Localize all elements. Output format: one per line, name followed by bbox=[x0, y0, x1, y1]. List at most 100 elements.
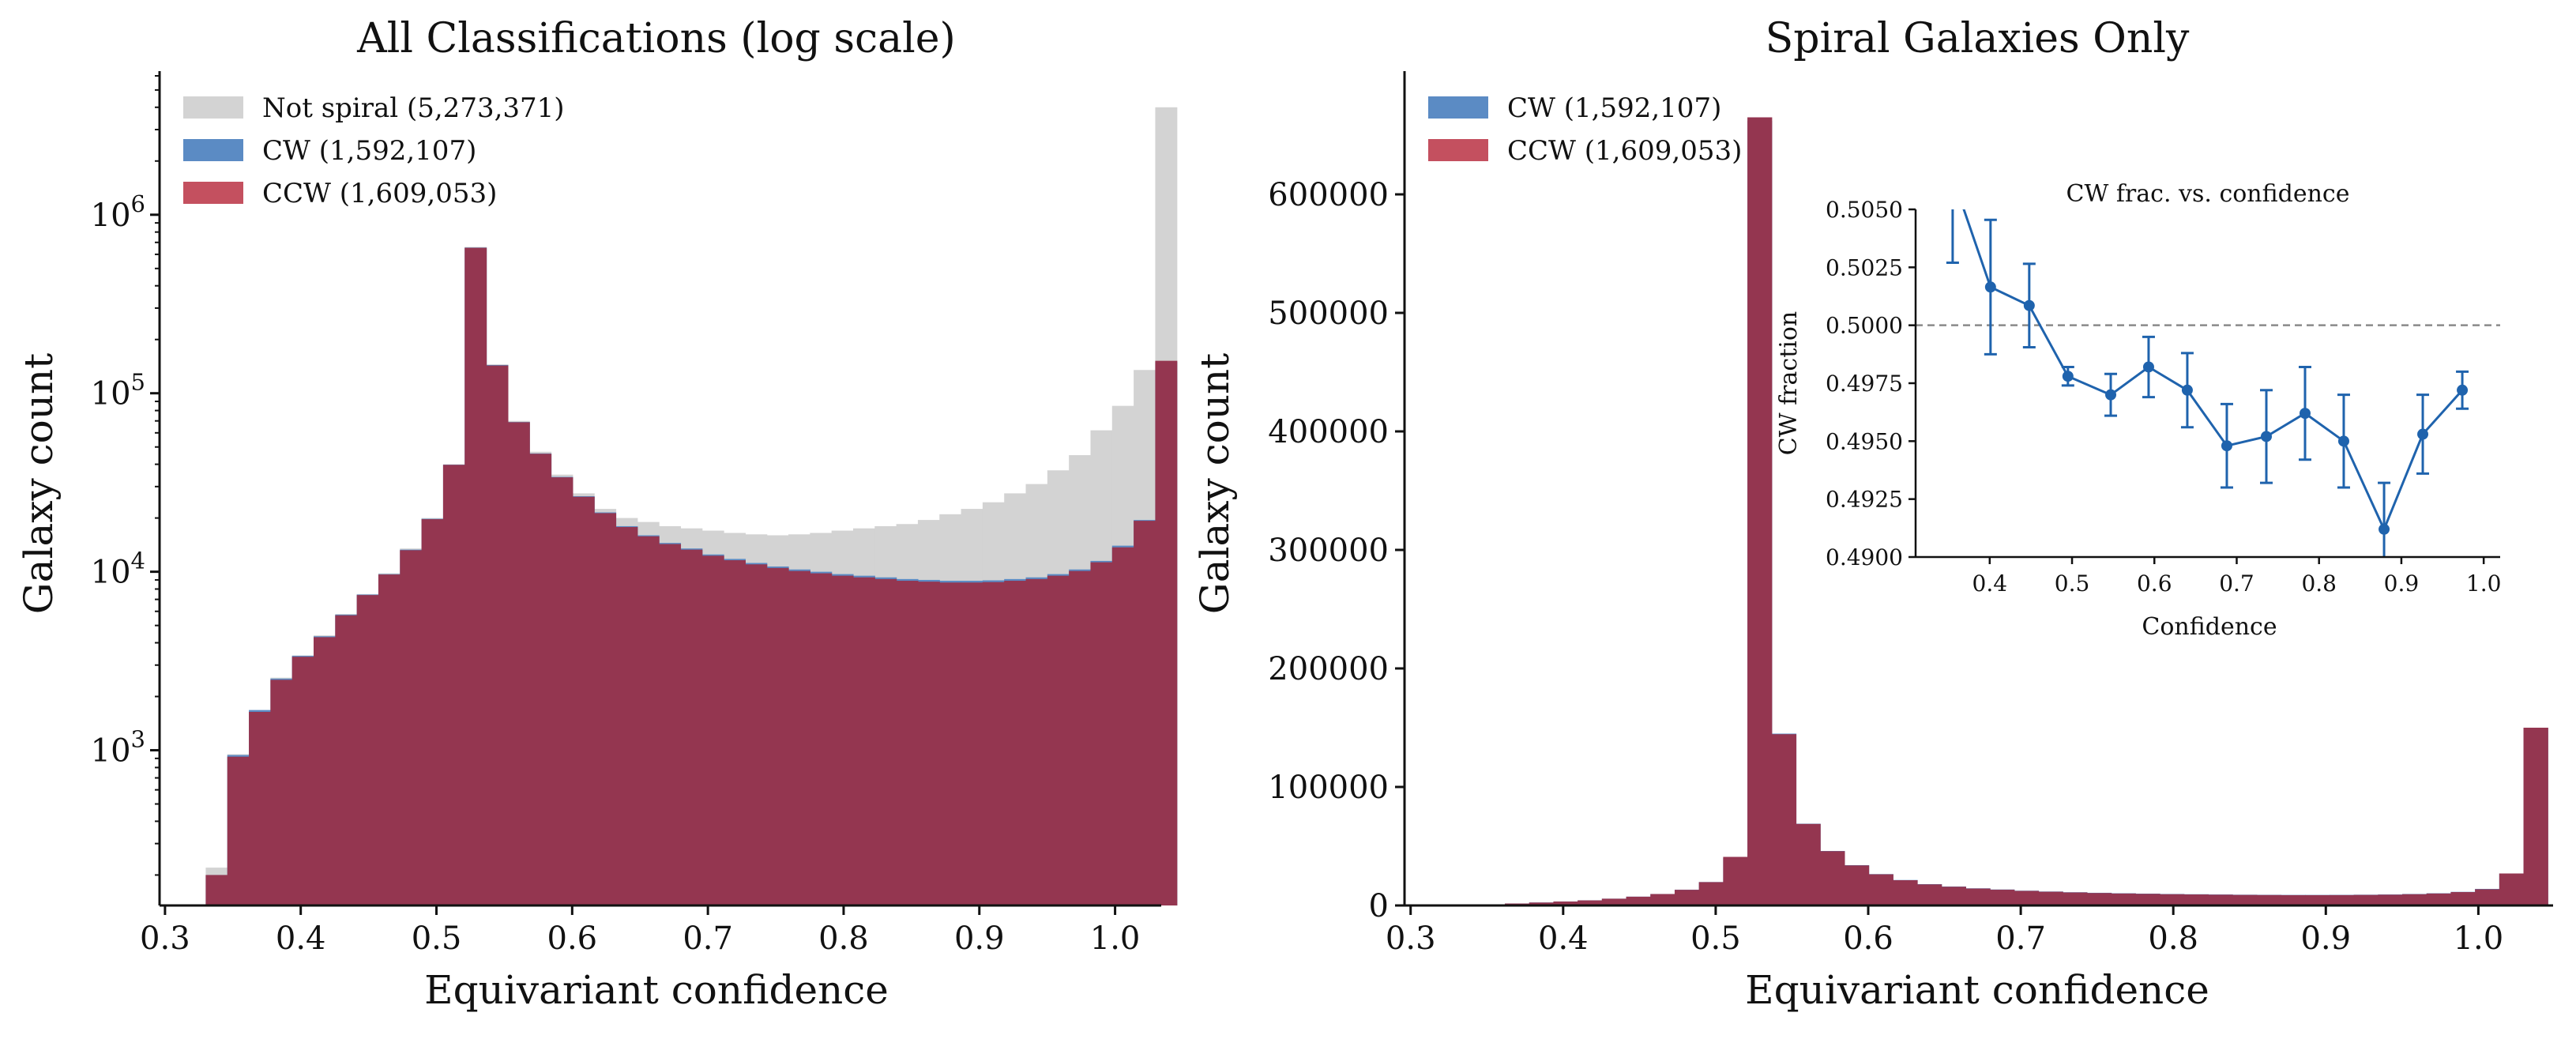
log-panel-xlabel: Equivariant confidence bbox=[424, 967, 889, 1013]
inset-x-tick-label: 0.5 bbox=[2055, 570, 2090, 597]
spiral-bar-ccw-30 bbox=[2184, 894, 2209, 905]
spiral-x-tick-label: 0.4 bbox=[1538, 920, 1589, 957]
spiral-bar-ccw-32 bbox=[2232, 895, 2257, 905]
spiral-panel-title: Spiral Galaxies Only bbox=[1766, 15, 2190, 62]
spiral-bar-ccw-7 bbox=[1626, 897, 1651, 905]
log-bar-ccw-22 bbox=[680, 550, 702, 905]
inset-x-tick-label: 0.6 bbox=[2137, 570, 2172, 597]
spiral-bar-ccw-41 bbox=[2450, 892, 2475, 905]
inset-y-tick-label: 0.4925 bbox=[1826, 487, 1903, 513]
spiral-bar-ccw-25 bbox=[2063, 893, 2087, 906]
log-x-tick-label: 0.4 bbox=[276, 920, 326, 957]
log-bar-ccw-13 bbox=[487, 366, 509, 905]
log-y-tick-label: 104 bbox=[91, 548, 145, 591]
spiral-bar-ccw-39 bbox=[2402, 894, 2427, 905]
inset-point bbox=[2457, 385, 2468, 396]
inset-y-tick-label: 0.4950 bbox=[1826, 428, 1903, 454]
inset-point bbox=[1985, 281, 1996, 292]
spiral-x-tick-label: 0.8 bbox=[2148, 920, 2198, 957]
log-bar-ccw-14 bbox=[508, 422, 530, 905]
spiral-x-tick-label: 0.7 bbox=[1995, 920, 2046, 957]
inset-point bbox=[2261, 431, 2272, 442]
spiral-y-tick-label: 200000 bbox=[1268, 651, 1389, 687]
log-bar-ccw-39 bbox=[1047, 576, 1070, 905]
inset-x-tick-label: 0.9 bbox=[2384, 570, 2420, 597]
spiral-bar-ccw-42 bbox=[2475, 889, 2499, 905]
log-bar-ccw-27 bbox=[788, 571, 810, 905]
log-bar-ccw-21 bbox=[659, 544, 681, 905]
log-bar-ccw-12 bbox=[464, 248, 487, 905]
spiral-bar-ccw-13 bbox=[1772, 734, 1796, 905]
spiral-panel-ylabel: Galaxy count bbox=[1192, 353, 1238, 615]
log-bar-ccw-25 bbox=[745, 564, 767, 905]
inset-point bbox=[2182, 385, 2193, 396]
spiral-bar-ccw-12 bbox=[1747, 118, 1772, 906]
log-x-tick-label: 0.5 bbox=[412, 920, 462, 957]
log-y-tick-label: 105 bbox=[91, 369, 145, 412]
inset-x-tick-label: 0.7 bbox=[2219, 570, 2254, 597]
log-bar-ccw-38 bbox=[1026, 579, 1048, 905]
spiral-y-tick-label: 100000 bbox=[1268, 770, 1389, 806]
log-bar-ccw-36 bbox=[983, 582, 1005, 905]
log-bar-ccw-42 bbox=[1112, 548, 1134, 905]
inset-y-tick-label: 0.5025 bbox=[1826, 254, 1903, 280]
spiral-x-tick-label: 0.5 bbox=[1690, 920, 1741, 957]
log-x-tick-label: 0.7 bbox=[683, 920, 733, 957]
inset-x-tick-label: 0.8 bbox=[2301, 570, 2337, 597]
spiral-bar-ccw-11 bbox=[1723, 857, 1747, 906]
inset-point bbox=[2300, 408, 2311, 419]
log-bar-ccw-32 bbox=[897, 581, 919, 905]
spiral-y-tick-label: 600000 bbox=[1268, 177, 1389, 213]
log-legend-label-not_spiral: Not spiral (5,273,371) bbox=[262, 92, 565, 124]
log-y-tick-label: 103 bbox=[91, 726, 145, 770]
spiral-x-tick-label: 0.9 bbox=[2300, 920, 2351, 957]
log-bar-ccw-31 bbox=[874, 579, 897, 905]
log-bar-ccw-26 bbox=[767, 568, 789, 905]
log-bar-ccw-24 bbox=[724, 560, 746, 905]
spiral-y-tick-label: 500000 bbox=[1268, 296, 1389, 332]
log-panel-title: All Classifications (log scale) bbox=[356, 15, 956, 62]
spiral-bar-ccw-36 bbox=[2330, 895, 2354, 905]
inset-point bbox=[2024, 300, 2035, 311]
log-bar-ccw-9 bbox=[400, 550, 422, 905]
log-bar-ccw-29 bbox=[832, 576, 854, 905]
inset-y-tick-label: 0.4975 bbox=[1826, 371, 1903, 397]
log-bar-ccw-15 bbox=[529, 454, 551, 905]
spiral-bar-ccw-15 bbox=[1820, 851, 1845, 905]
spiral-bar-ccw-24 bbox=[2039, 892, 2063, 905]
log-legend-label-ccw: CCW (1,609,053) bbox=[262, 178, 497, 209]
log-bar-ccw-11 bbox=[443, 465, 465, 905]
spiral-x-tick-label: 1.0 bbox=[2454, 920, 2504, 957]
log-panel-legend: Not spiral (5,273,371) CW (1,592,107) CCW … bbox=[183, 92, 565, 209]
spiral-bar-ccw-38 bbox=[2378, 894, 2402, 905]
log-bar-ccw-16 bbox=[551, 477, 573, 905]
log-y-tick-label: 106 bbox=[91, 190, 145, 234]
log-legend-label-cw: CW (1,592,107) bbox=[262, 135, 476, 167]
spiral-bar-ccw-34 bbox=[2281, 895, 2306, 905]
log-legend-swatch-not_spiral bbox=[183, 96, 243, 119]
log-bar-ccw-19 bbox=[615, 527, 637, 905]
spiral-bar-ccw-31 bbox=[2208, 894, 2232, 905]
log-bar-ccw-41 bbox=[1090, 563, 1112, 905]
spiral-bar-ccw-29 bbox=[2160, 894, 2184, 905]
log-x-tick-label: 1.0 bbox=[1090, 920, 1141, 957]
log-legend-swatch-cw bbox=[183, 139, 243, 161]
spiral-bar-ccw-21 bbox=[1965, 889, 1990, 905]
log-bar-ccw-0 bbox=[205, 875, 228, 905]
inset-y-tick-label: 0.5000 bbox=[1826, 313, 1903, 339]
log-panel-bars bbox=[205, 107, 1177, 905]
log-bar-ccw-4 bbox=[292, 657, 314, 905]
spiral-panel-legend: CW (1,592,107)CCW (1,609,053) bbox=[1428, 92, 1742, 167]
log-panel-ylabel: Galaxy count bbox=[16, 353, 62, 615]
log-bar-ccw-1 bbox=[228, 757, 250, 905]
log-bar-ccw-34 bbox=[939, 582, 961, 905]
inset-point bbox=[2143, 361, 2154, 372]
log-bar-ccw-44 bbox=[1155, 361, 1177, 905]
spiral-bar-ccw-20 bbox=[1942, 887, 1966, 905]
inset-x-tick-label: 0.4 bbox=[1972, 570, 2008, 597]
spiral-panel-xlabel: Equivariant confidence bbox=[1745, 967, 2209, 1013]
log-bar-ccw-30 bbox=[853, 578, 875, 905]
log-bar-ccw-33 bbox=[918, 582, 940, 905]
